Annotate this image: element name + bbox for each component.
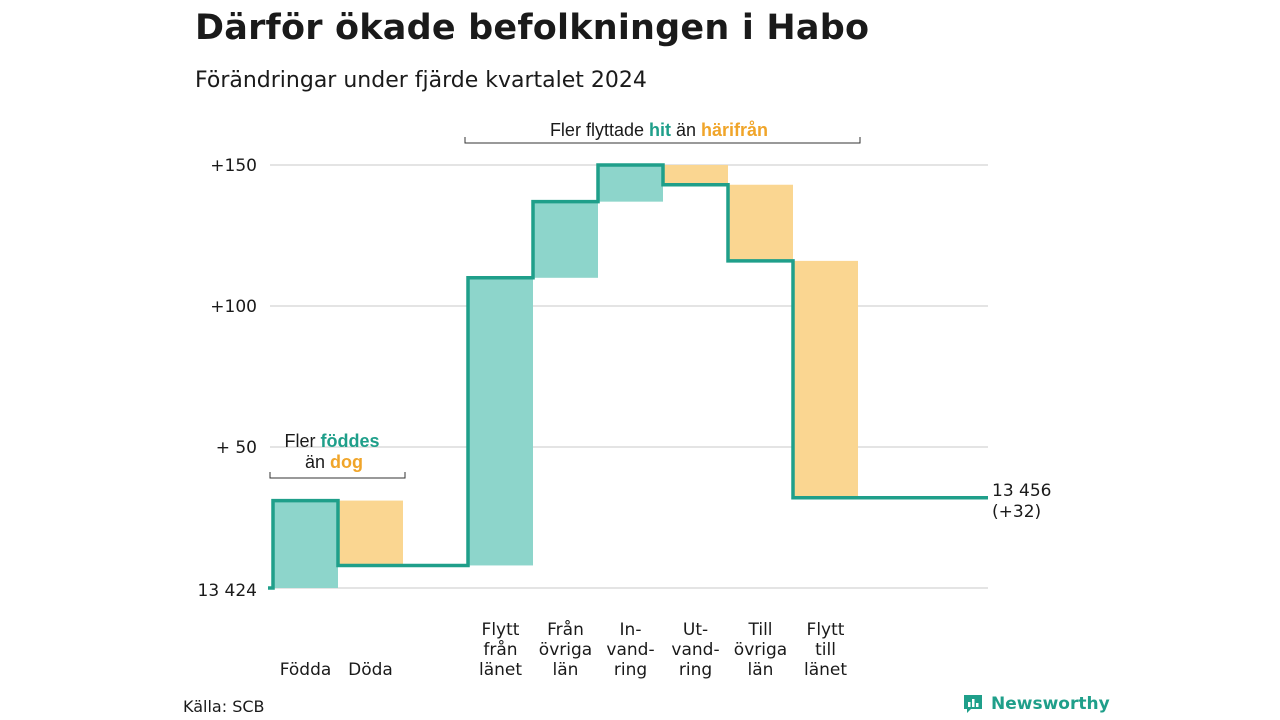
x-tick-label: In- xyxy=(620,620,642,640)
x-tick-label: ring xyxy=(679,660,712,680)
brand-name: Newsworthy xyxy=(991,694,1110,714)
bar-chart-icon xyxy=(964,695,982,713)
y-tick-label: +100 xyxy=(210,297,257,317)
x-tick-label: vand- xyxy=(606,640,654,660)
x-tick-label: Flytt xyxy=(807,620,845,640)
bar xyxy=(468,277,533,566)
births-bracket xyxy=(269,472,406,479)
cumulative-line xyxy=(268,163,988,590)
migration-annot-mid: än xyxy=(671,120,701,140)
bar xyxy=(793,260,858,498)
x-tick-label: ring xyxy=(614,660,647,680)
x-tick-label: Flytt xyxy=(482,620,520,640)
x-tick-label: län xyxy=(748,660,774,680)
gridlines xyxy=(270,164,988,589)
x-tick-label: län xyxy=(553,660,579,680)
migration-annotation: Fler flyttade hit än härifrån xyxy=(464,120,861,144)
x-tick-label: Till xyxy=(747,620,772,640)
x-tick-label: övriga xyxy=(539,640,592,660)
x-tick-label: länet xyxy=(804,660,847,680)
svg-text:Fler flyttade hit än härifrån: Fler flyttade hit än härifrån xyxy=(550,120,768,140)
deaths-annot-prefix: än xyxy=(305,452,330,472)
newsworthy-logo: Newsworthy xyxy=(962,693,1110,715)
x-tick-label: länet xyxy=(479,660,522,680)
x-tick-label: övriga xyxy=(734,640,787,660)
migration-annot-hl2: härifrån xyxy=(701,120,768,140)
migration-annot-hl1: hit xyxy=(649,120,671,140)
chart-title: Därför ökade befolkningen i Habo xyxy=(195,8,870,48)
svg-text:Fler föddes: Fler föddes xyxy=(284,431,379,451)
deaths-annot-hl: dog xyxy=(330,452,363,472)
bar xyxy=(273,500,338,588)
x-tick-label: från xyxy=(483,639,517,660)
source-note: Källa: SCB xyxy=(183,697,265,716)
bar xyxy=(598,165,663,202)
x-tick-label: Döda xyxy=(348,660,393,680)
x-tick-label: vand- xyxy=(671,640,719,660)
bars xyxy=(273,165,858,588)
end-change-label: (+32) xyxy=(992,502,1041,522)
svg-text:än dog: än dog xyxy=(305,452,363,472)
x-tick-label: Födda xyxy=(280,660,332,680)
migration-bracket xyxy=(464,137,861,144)
x-tick-label: Från xyxy=(547,619,584,640)
births-annotation: Fler föddes än dog xyxy=(269,431,406,479)
base-value-label: 13 424 xyxy=(198,581,257,601)
x-tick-label: till xyxy=(815,640,836,660)
step-line xyxy=(268,163,988,590)
bar xyxy=(728,184,793,261)
x-tick-label: Ut- xyxy=(683,620,708,640)
births-annot-prefix: Fler xyxy=(284,431,320,451)
migration-annot-prefix: Fler flyttade xyxy=(550,120,649,140)
y-tick-label: + 50 xyxy=(216,438,257,458)
bar xyxy=(663,165,728,185)
bar xyxy=(533,201,598,278)
births-annot-hl: föddes xyxy=(320,431,379,451)
end-value-label: 13 456 xyxy=(992,481,1051,501)
chart-subtitle: Förändringar under fjärde kvartalet 2024 xyxy=(195,68,647,93)
y-tick-label: +150 xyxy=(210,156,257,176)
bar xyxy=(338,500,403,566)
